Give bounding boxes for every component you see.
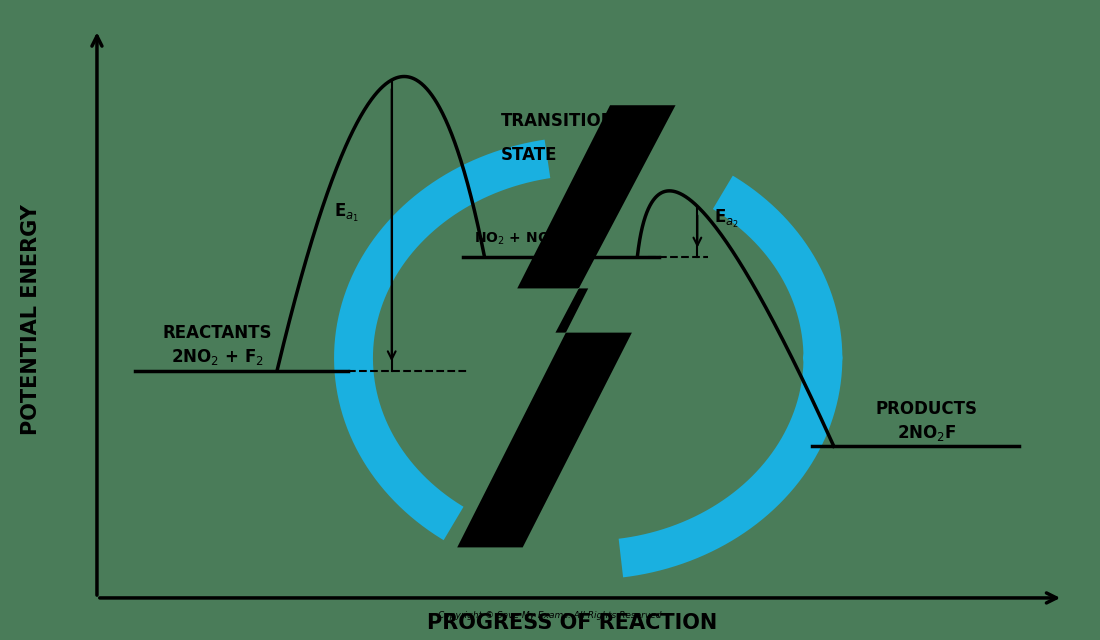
Text: REACTANTS: REACTANTS xyxy=(163,324,272,342)
Text: TRANSITION: TRANSITION xyxy=(500,111,616,129)
Text: E$_{a_1}$: E$_{a_1}$ xyxy=(333,202,359,223)
Text: 2NO$_2$ + F$_2$: 2NO$_2$ + F$_2$ xyxy=(170,348,264,367)
Text: POTENTIAL ENERGY: POTENTIAL ENERGY xyxy=(22,205,42,435)
Text: 2NO$_2$F: 2NO$_2$F xyxy=(896,423,956,443)
Text: Copyright © Save My Exams. All Rights Reserved: Copyright © Save My Exams. All Rights Re… xyxy=(438,611,662,620)
Polygon shape xyxy=(458,105,675,547)
Text: STATE: STATE xyxy=(500,147,558,164)
Text: E$_{a_2}$: E$_{a_2}$ xyxy=(714,208,739,230)
Text: PROGRESS OF REACTION: PROGRESS OF REACTION xyxy=(427,612,717,633)
Text: NO$_2$ + NO$_2$F + F: NO$_2$ + NO$_2$F + F xyxy=(474,231,596,247)
Text: PRODUCTS: PRODUCTS xyxy=(876,400,978,418)
